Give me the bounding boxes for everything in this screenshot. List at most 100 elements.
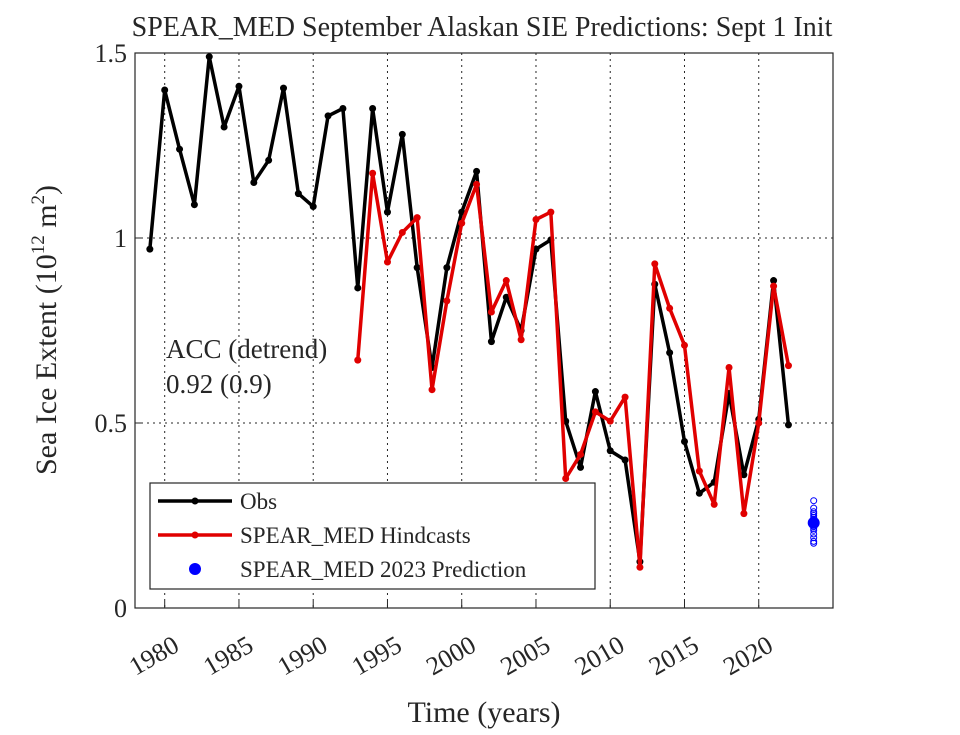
data-point: [547, 208, 555, 216]
ensemble-member: [810, 530, 818, 538]
plot-frame: [134, 52, 834, 609]
data-point: [651, 260, 659, 268]
data-point: [383, 258, 391, 266]
legend-swatch: [189, 563, 201, 575]
data-point: [666, 349, 674, 357]
data-point: [740, 510, 748, 518]
data-point: [428, 386, 436, 394]
data-point: [680, 438, 688, 445]
x-tick-label: 1985: [198, 630, 258, 681]
prediction-point: [807, 516, 820, 529]
data-point: [502, 293, 510, 301]
x-tick-label: 1990: [273, 630, 333, 681]
y-tick-label: 0.5: [95, 409, 128, 438]
data-point: [354, 356, 362, 364]
ensemble-member: [810, 537, 818, 545]
data-point: [324, 112, 332, 120]
data-point: [473, 167, 481, 175]
data-point: [666, 304, 674, 312]
data-point: [443, 297, 451, 305]
legend-label: SPEAR_MED Hindcasts: [240, 523, 471, 548]
data-point: [190, 201, 198, 209]
data-point: [161, 86, 169, 94]
data-point: [339, 105, 347, 112]
data-point: [235, 82, 243, 90]
annotation: ACC (detrend): [166, 334, 327, 364]
data-point: [517, 336, 525, 344]
data-point: [591, 388, 599, 396]
data-point: [294, 190, 302, 198]
data-point: [369, 169, 377, 177]
ensemble-member: [810, 539, 818, 547]
data-point: [591, 408, 599, 416]
data-point: [309, 203, 317, 211]
data-point: [354, 284, 362, 292]
data-point: [636, 563, 644, 571]
data-point: [770, 277, 778, 285]
y-tick-label: 0: [114, 594, 127, 623]
y-label-part: ): [30, 185, 63, 195]
data-point: [265, 156, 273, 164]
data-point: [443, 264, 451, 272]
y-tick-label: 1: [114, 224, 127, 253]
data-point: [577, 450, 585, 458]
x-tick-label: 2015: [644, 630, 704, 681]
data-point: [398, 130, 406, 138]
legend-label: SPEAR_MED 2023 Prediction: [240, 557, 527, 582]
series-line: [148, 54, 791, 564]
data-point: [487, 338, 495, 346]
data-point: [383, 208, 391, 216]
data-point: [250, 179, 258, 186]
data-point: [606, 417, 614, 425]
data-point: [487, 308, 495, 316]
data-point: [725, 364, 733, 371]
data-point: [413, 264, 421, 272]
data-point: [606, 447, 614, 455]
data-point: [502, 277, 510, 285]
data-point: [755, 419, 763, 427]
x-axis-label: Time (years): [407, 696, 560, 729]
data-point: [280, 84, 288, 92]
chart-title: SPEAR_MED September Alaskan SIE Predicti…: [132, 12, 833, 43]
x-tick-label: 1995: [347, 630, 407, 681]
data-point: [176, 145, 184, 153]
data-point: [532, 216, 540, 223]
data-point: [784, 362, 792, 370]
y-tick-label: 1.5: [95, 39, 128, 68]
y-axis-label: Sea Ice Extent (1012 m2): [28, 185, 63, 475]
data-point: [398, 228, 406, 236]
x-tick-label: 2010: [570, 630, 630, 681]
y-label-exp: 2: [28, 195, 49, 205]
x-tick-label: 2020: [718, 630, 778, 681]
legend-swatch: [191, 497, 199, 505]
data-point: [562, 475, 570, 482]
data-point: [770, 282, 778, 290]
data-point: [146, 245, 154, 253]
data-point: [413, 214, 421, 222]
legend-swatch: [191, 531, 199, 539]
x-tick-label: 2005: [495, 630, 555, 681]
y-label-part: Sea Ice Extent (10: [30, 254, 63, 475]
data-point: [784, 421, 792, 429]
data-point: [740, 471, 748, 479]
data-point: [458, 219, 466, 227]
data-point: [369, 105, 377, 112]
data-point: [710, 500, 718, 508]
ensemble-member: [810, 497, 818, 505]
data-point: [695, 467, 703, 475]
data-point: [621, 393, 629, 401]
data-point: [473, 180, 481, 188]
data-point: [220, 123, 228, 131]
data-point: [577, 463, 585, 471]
data-point: [680, 341, 688, 349]
x-tick-label: 1980: [124, 630, 184, 681]
data-point: [695, 489, 703, 497]
x-tick-label: 2000: [421, 630, 481, 681]
annotation: 0.92 (0.9): [166, 369, 272, 399]
legend-label: Obs: [240, 489, 277, 514]
series-line: [356, 171, 791, 570]
y-label-part: m: [30, 204, 63, 235]
data-point: [205, 53, 213, 61]
y-label-exp: 12: [28, 235, 49, 254]
